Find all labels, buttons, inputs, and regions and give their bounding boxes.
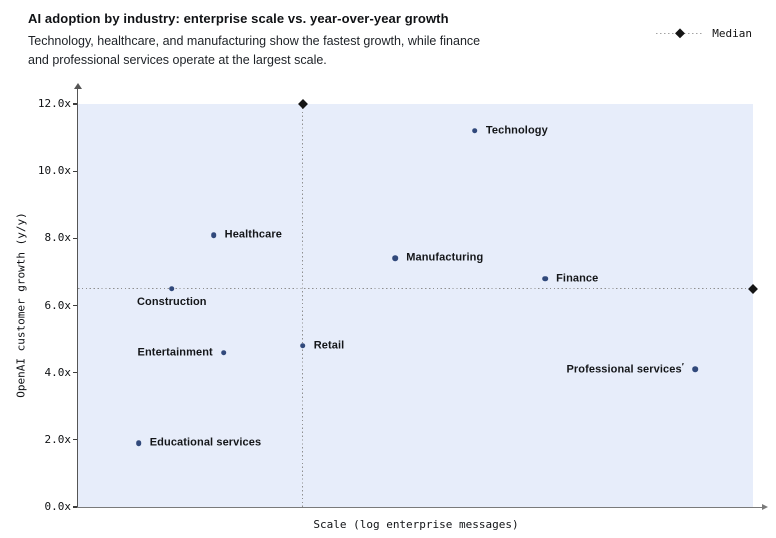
- median-scale-line: [302, 104, 304, 507]
- data-point-manufacturing: [392, 255, 399, 262]
- data-point-professional-services: [692, 366, 698, 373]
- y-tick-mark: [72, 372, 77, 374]
- data-point-finance: [542, 275, 548, 282]
- subtitle-line-2: and professional services operate at the…: [28, 53, 327, 67]
- y-tick-mark: [72, 439, 77, 441]
- x-axis-arrow-icon: [762, 503, 768, 510]
- y-tick-label-2-0x: 2.0x: [44, 432, 72, 446]
- x-axis-line: [77, 506, 763, 508]
- data-label-construction: Construction: [136, 295, 207, 308]
- chart-title: AI adoption by industry: enterprise scal…: [28, 11, 449, 26]
- plot-background: [78, 104, 753, 507]
- x-axis-title: Scale (log enterprise messages): [313, 518, 519, 531]
- data-label-educational-services: Educational services: [149, 436, 262, 449]
- y-tick-label-12-0x: 12.0x: [37, 97, 71, 110]
- legend-label: Median: [712, 27, 752, 40]
- y-axis-line: [77, 89, 79, 508]
- y-tick-mark: [72, 506, 77, 508]
- chart-subtitle: Technology, healthcare, and manufacturin…: [28, 32, 480, 70]
- subtitle-line-1: Technology, healthcare, and manufacturin…: [28, 34, 481, 48]
- data-label-technology: Technology: [485, 124, 548, 137]
- data-point-technology: [472, 128, 478, 134]
- y-tick-mark: [72, 237, 77, 239]
- data-point-educational-services: [135, 440, 142, 446]
- data-label-manufacturing: Manufacturing: [406, 251, 484, 264]
- data-label-entertainment: Entertainment: [137, 346, 213, 359]
- data-label-healthcare: Healthcare: [224, 228, 282, 241]
- data-label-professional-services: Professional services′: [566, 361, 684, 376]
- footnote-mark: ′: [681, 361, 684, 372]
- y-tick-label-0-0x: 0.0x: [44, 500, 72, 513]
- data-label-retail: Retail: [313, 339, 345, 352]
- data-point-retail: [299, 343, 306, 349]
- legend-median: Median: [656, 27, 752, 40]
- median-dotted-line-icon: [656, 28, 704, 39]
- y-tick-mark: [72, 304, 77, 307]
- y-tick-mark: [72, 170, 77, 172]
- data-label-finance: Finance: [556, 272, 599, 285]
- y-axis-title: OpenAI customer growth (y/y): [14, 212, 28, 398]
- median-growth-line: [78, 288, 753, 290]
- y-tick-label-6-0x: 6.0x: [44, 298, 72, 312]
- y-tick-label-10-0x: 10.0x: [37, 164, 71, 178]
- y-axis-arrow-icon: [73, 83, 82, 89]
- y-tick-label-4-0x: 4.0x: [44, 365, 72, 379]
- y-tick-mark: [72, 103, 77, 105]
- data-point-healthcare: [210, 232, 217, 238]
- data-point-construction: [169, 285, 175, 292]
- y-tick-label-8-0x: 8.0x: [44, 231, 72, 245]
- data-point-entertainment: [221, 349, 227, 356]
